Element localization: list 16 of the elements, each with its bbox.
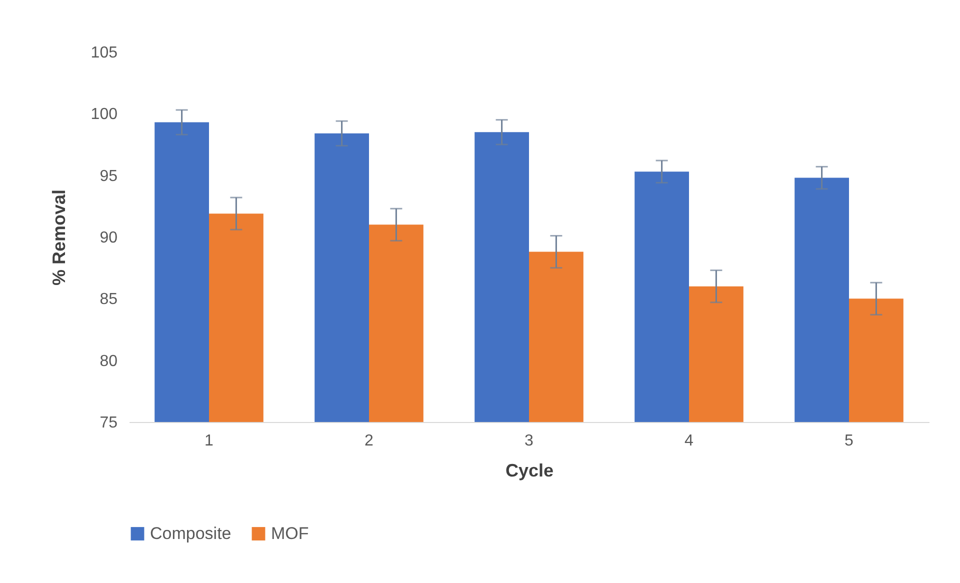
x-tick-label: 1	[204, 432, 214, 450]
y-axis-title: % Removal	[48, 189, 69, 286]
legend-label: Composite	[150, 524, 232, 543]
y-tick-label: 100	[90, 106, 118, 124]
x-tick-label: 3	[524, 432, 534, 450]
x-axis-title: Cycle	[505, 460, 554, 480]
y-tick-label: 105	[90, 44, 118, 62]
x-tick-label: 2	[364, 432, 374, 450]
x-tick-label: 5	[844, 432, 854, 450]
x-tick-label: 4	[684, 432, 694, 450]
y-tick-label: 95	[100, 168, 118, 185]
legend-label: MOF	[271, 524, 309, 543]
y-tick-label: 80	[100, 352, 118, 370]
y-tick-label: 75	[100, 414, 118, 432]
y-tick-label: 90	[100, 230, 118, 246]
y-tick-label: 85	[100, 291, 118, 308]
